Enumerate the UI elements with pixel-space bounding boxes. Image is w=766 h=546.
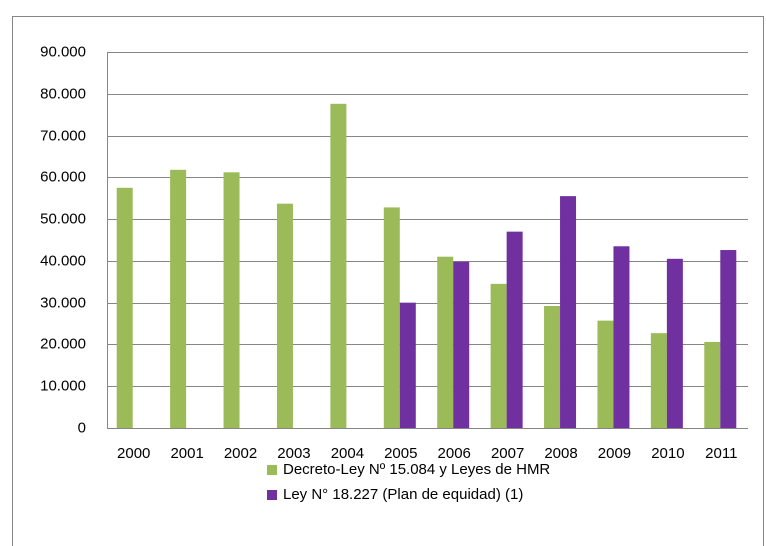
bar: [170, 169, 187, 428]
y-tick-label: 20.000: [40, 335, 86, 352]
bar: [453, 261, 470, 428]
bar: [490, 283, 507, 428]
y-tick-label: 10.000: [40, 377, 86, 394]
x-tick-label: 2003: [277, 445, 310, 462]
bar: [276, 203, 293, 428]
bar: [720, 250, 737, 428]
y-tick-label: 0: [78, 419, 86, 436]
y-tick-label: 70.000: [40, 127, 86, 144]
x-tick-label: 2000: [117, 445, 150, 462]
bar: [666, 258, 683, 428]
x-tick-label: 2009: [598, 445, 631, 462]
y-tick-label: 60.000: [40, 168, 86, 185]
legend-swatch: [267, 490, 277, 500]
y-tick-label: 90.000: [40, 43, 86, 60]
bar: [560, 196, 577, 428]
x-tick-label: 2005: [384, 445, 417, 462]
bar: [399, 302, 416, 428]
y-tick-label: 40.000: [40, 252, 86, 269]
y-tick-label: 30.000: [40, 294, 86, 311]
x-tick-label: 2004: [331, 445, 364, 462]
bar: [223, 172, 240, 428]
legend-label: Decreto-Ley Nº 15.084 y Leyes de HMR: [283, 461, 550, 478]
x-tick-label: 2006: [438, 445, 471, 462]
bar: [544, 306, 561, 428]
x-tick-label: 2001: [170, 445, 203, 462]
x-tick-label: 2007: [491, 445, 524, 462]
bar: [330, 103, 347, 428]
bar: [613, 246, 630, 428]
bar: [506, 231, 523, 428]
x-tick-label: 2011: [705, 445, 737, 462]
bar: [116, 187, 133, 428]
x-tick-label: 2008: [544, 445, 577, 462]
legend-swatch: [267, 465, 277, 475]
legend-label: Ley N° 18.227 (Plan de equidad) (1): [283, 486, 523, 503]
bar: [597, 320, 614, 428]
y-tick-label: 50.000: [40, 210, 86, 227]
x-tick-label: 2010: [651, 445, 684, 462]
y-tick-label: 80.000: [40, 85, 86, 102]
bar: [650, 333, 667, 428]
bar: [383, 207, 400, 428]
x-tick-label: 2002: [224, 445, 257, 462]
bar: [704, 341, 721, 428]
bar: [437, 256, 454, 428]
